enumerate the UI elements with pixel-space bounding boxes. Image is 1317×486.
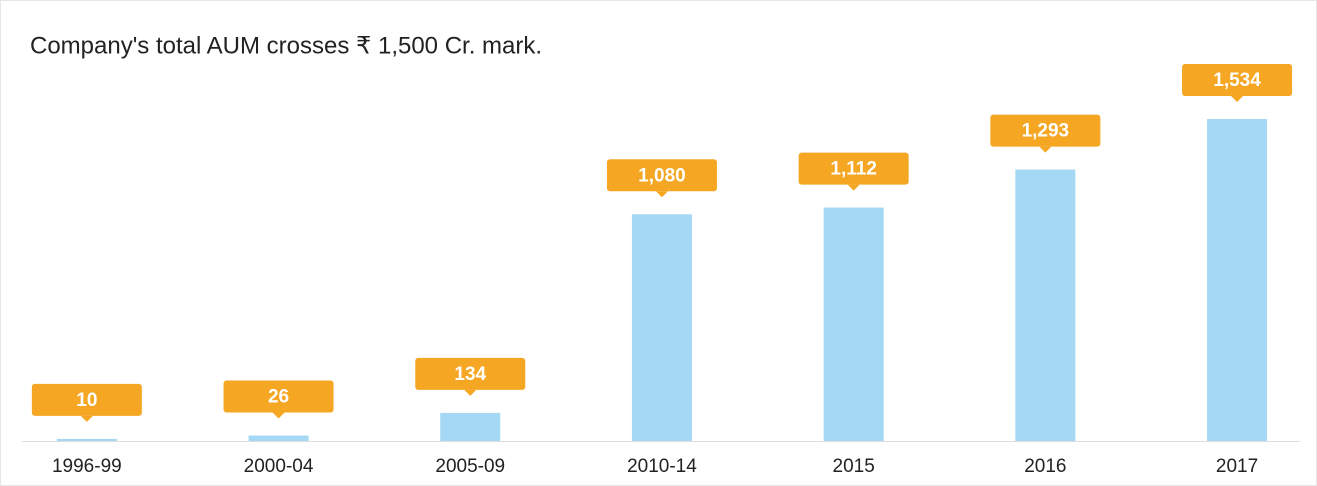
callout-pointer (272, 412, 285, 419)
callout-pointer (1231, 96, 1244, 102)
bar (56, 438, 117, 441)
value-callout (798, 152, 909, 185)
callout-pointer (847, 184, 860, 191)
value-callout (990, 114, 1101, 147)
value-label: 1,534 (1213, 70, 1261, 91)
value-label: 1,293 (1022, 121, 1070, 142)
value-label: 1,080 (638, 165, 686, 186)
bar (1015, 169, 1076, 441)
value-callout (1182, 64, 1293, 96)
x-tick-label: 1996-99 (52, 456, 122, 477)
value-label: 10 (76, 390, 97, 411)
value-label: 1,112 (830, 159, 877, 180)
callout-pointer (464, 389, 477, 396)
x-tick-label: 2016 (1024, 456, 1066, 477)
x-tick-label: 2000-04 (244, 456, 314, 477)
bar (248, 435, 309, 441)
value-callout (415, 357, 526, 390)
value-label: 134 (454, 364, 486, 385)
callout-pointer (655, 191, 668, 198)
value-callout (223, 380, 334, 413)
value-callout (606, 159, 717, 192)
value-callout (31, 383, 142, 416)
callout-pointer (1039, 146, 1052, 153)
x-tick-label: 2005-09 (435, 456, 505, 477)
value-label: 26 (268, 387, 289, 408)
x-tick-label: 2015 (833, 456, 875, 477)
x-tick-label: 2010-14 (627, 456, 697, 477)
bar (1207, 119, 1268, 441)
bar (631, 214, 692, 441)
bar (823, 207, 884, 441)
callout-pointer (80, 415, 93, 422)
bar (440, 412, 501, 441)
chart-title: Company's total AUM crosses ₹ 1,500 Cr. … (30, 32, 542, 59)
x-tick-label: 2017 (1216, 456, 1258, 477)
